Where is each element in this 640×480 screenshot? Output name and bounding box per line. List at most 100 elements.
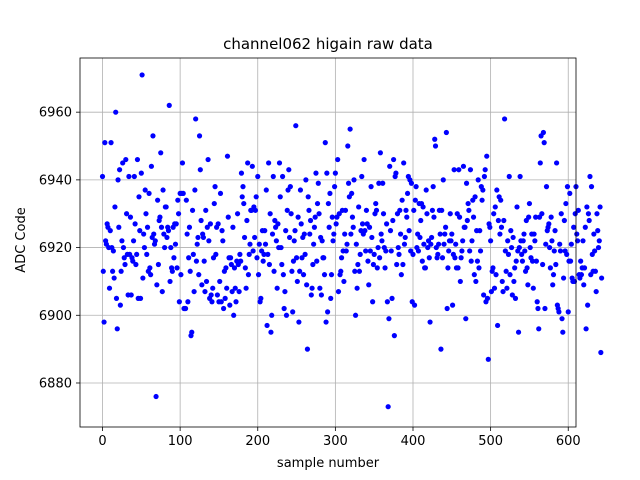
data-point — [243, 285, 249, 291]
data-point — [299, 255, 305, 261]
data-point — [284, 207, 290, 213]
data-point — [497, 231, 503, 237]
data-point — [464, 217, 470, 224]
data-point — [137, 228, 143, 234]
data-point — [508, 244, 515, 251]
data-point — [288, 211, 294, 217]
data-point — [460, 238, 466, 244]
y-tick-label: 6920 — [39, 241, 72, 256]
data-point — [591, 231, 597, 237]
data-point — [586, 217, 592, 224]
data-point — [578, 258, 584, 264]
data-point — [429, 234, 435, 241]
data-point — [258, 295, 264, 301]
data-point — [526, 200, 533, 207]
data-point — [509, 292, 515, 298]
data-point — [595, 244, 602, 251]
data-point — [447, 211, 453, 217]
data-point — [324, 170, 330, 176]
data-point — [298, 221, 304, 227]
data-point — [120, 244, 127, 251]
data-point — [406, 228, 412, 234]
data-point — [410, 251, 416, 257]
data-point — [429, 207, 435, 213]
data-point — [260, 258, 266, 264]
data-point — [120, 160, 126, 166]
data-point — [309, 285, 315, 291]
data-point — [458, 255, 464, 261]
data-point — [189, 207, 196, 213]
data-point — [158, 150, 164, 156]
data-point — [184, 231, 190, 237]
data-point — [503, 268, 509, 274]
data-point — [420, 204, 426, 210]
data-point — [277, 194, 283, 200]
data-point — [521, 231, 527, 237]
data-point — [472, 194, 478, 200]
data-point — [596, 238, 602, 244]
data-point — [311, 224, 318, 230]
data-point — [286, 234, 293, 241]
data-point — [162, 244, 168, 251]
data-point — [112, 204, 118, 210]
data-point — [171, 255, 177, 261]
data-point — [316, 211, 322, 217]
data-point — [355, 261, 361, 268]
data-point — [373, 200, 379, 207]
data-point — [279, 173, 286, 180]
data-point — [564, 251, 570, 257]
data-point — [196, 133, 203, 139]
data-point — [347, 126, 353, 132]
data-point — [480, 187, 486, 193]
data-point — [326, 224, 332, 230]
data-point — [557, 248, 564, 254]
data-point — [270, 173, 276, 180]
data-point — [205, 156, 211, 163]
data-point — [229, 288, 235, 295]
data-point — [453, 241, 459, 247]
data-point — [477, 228, 483, 234]
data-point — [311, 241, 317, 247]
data-point — [442, 231, 448, 237]
data-point — [443, 129, 449, 136]
data-point — [143, 211, 149, 217]
x-tick-label: 100 — [168, 434, 193, 449]
data-point — [308, 292, 314, 298]
data-point — [449, 302, 456, 308]
data-point — [289, 268, 295, 274]
data-point — [498, 197, 504, 203]
data-point — [236, 288, 242, 295]
data-point — [506, 173, 512, 180]
data-point — [455, 265, 461, 271]
data-point — [505, 251, 512, 257]
data-point — [557, 241, 563, 247]
data-point — [440, 177, 446, 183]
data-point — [558, 211, 564, 217]
data-point — [117, 302, 123, 308]
data-point — [428, 241, 434, 247]
data-point — [540, 261, 546, 268]
data-point — [354, 285, 360, 291]
data-point — [522, 248, 528, 254]
y-tick-label: 6880 — [39, 376, 72, 391]
data-point — [418, 217, 424, 224]
data-point — [477, 248, 484, 254]
data-point — [532, 238, 538, 244]
data-point — [199, 282, 205, 288]
data-point — [448, 238, 454, 244]
data-point — [290, 258, 297, 264]
data-point — [276, 160, 283, 166]
data-point — [265, 251, 271, 257]
data-point — [474, 258, 481, 264]
data-point — [400, 261, 406, 268]
data-point — [516, 244, 522, 251]
data-point — [351, 177, 357, 183]
data-point — [332, 184, 338, 190]
data-point — [217, 190, 224, 197]
x-axis-ticks: 0 100 200 300 400 500 600 — [98, 427, 581, 449]
data-point — [292, 228, 298, 234]
data-point — [144, 224, 151, 230]
data-point — [404, 214, 410, 220]
data-point — [175, 211, 182, 217]
data-point — [452, 255, 458, 261]
